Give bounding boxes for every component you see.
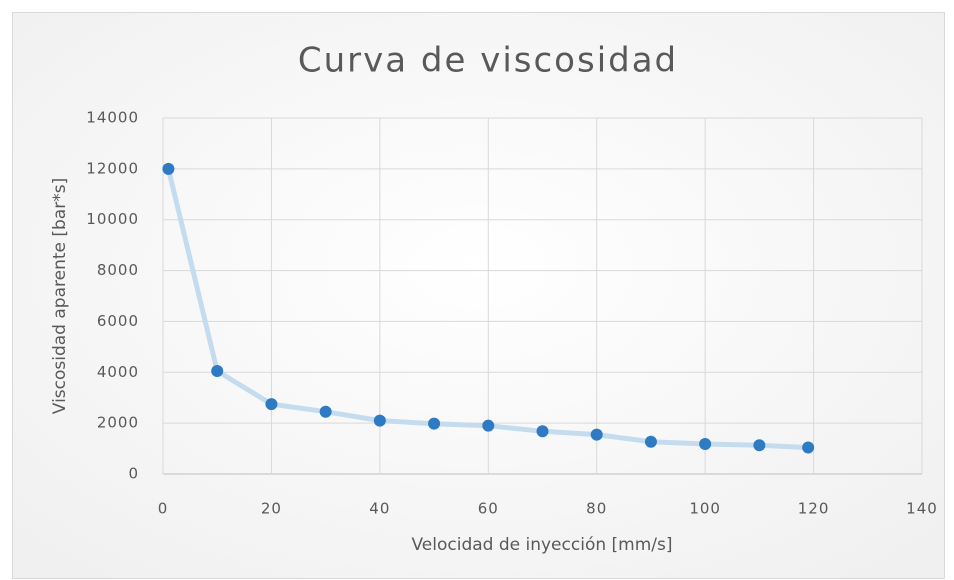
- data-point: [590, 428, 603, 441]
- data-point: [428, 417, 441, 430]
- y-tick-label: 10000: [86, 210, 139, 228]
- y-tick-label: 4000: [97, 363, 139, 381]
- data-point: [319, 405, 332, 418]
- chart-frame: [12, 12, 945, 579]
- x-tick-label: 140: [906, 500, 938, 518]
- x-axis-title: Velocidad de inyección [mm/s]: [411, 535, 672, 555]
- x-tick-label: 100: [689, 500, 721, 518]
- data-point: [644, 435, 657, 448]
- y-axis-title: Viscosidad aparente [bar*s]: [50, 178, 70, 414]
- data-point: [536, 425, 549, 438]
- x-tick-label: 120: [798, 500, 830, 518]
- data-point: [753, 439, 766, 452]
- data-point: [211, 365, 224, 378]
- data-point: [373, 414, 386, 427]
- data-point: [802, 441, 815, 454]
- y-tick-label: 6000: [97, 312, 139, 330]
- y-tick-label: 14000: [86, 109, 139, 127]
- data-point: [265, 398, 278, 411]
- data-point: [162, 162, 175, 175]
- y-tick-label: 12000: [86, 159, 139, 177]
- y-tick-label: 0: [128, 465, 139, 483]
- x-tick-label: 60: [478, 500, 499, 518]
- x-tick-label: 40: [369, 500, 390, 518]
- y-tick-label: 2000: [97, 414, 139, 432]
- y-tick-label: 8000: [97, 261, 139, 279]
- x-tick-label: 80: [586, 500, 607, 518]
- x-tick-label: 20: [261, 500, 282, 518]
- chart-title: Curva de viscosidad: [298, 41, 678, 81]
- data-point: [699, 437, 712, 450]
- data-point: [482, 419, 495, 432]
- x-tick-label: 0: [158, 500, 169, 518]
